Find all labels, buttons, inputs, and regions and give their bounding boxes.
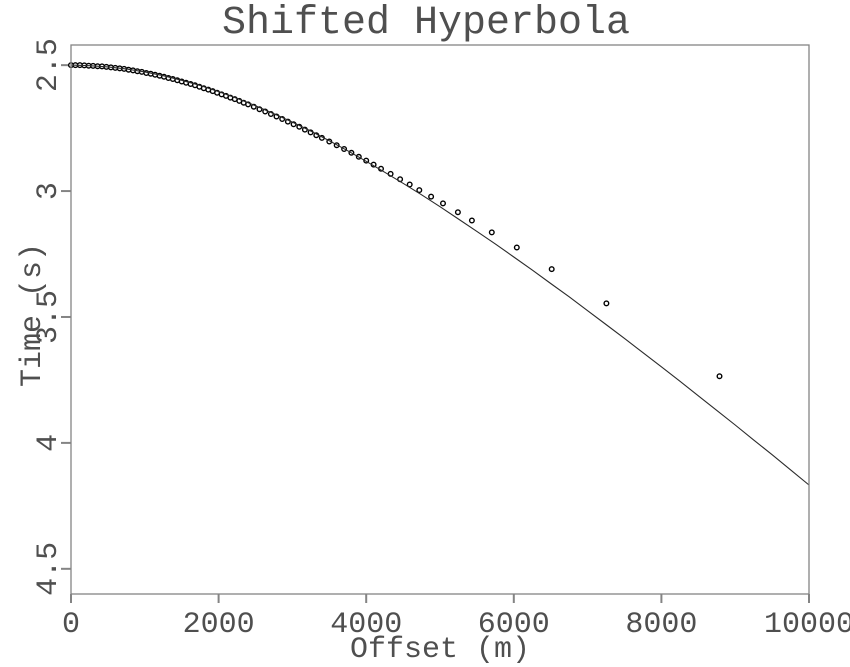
y-axis-label: Time (s)	[16, 243, 50, 387]
axis-ticks: 0 2000 4000 6000 8000 10000 2.5 3 3.5 4 4.5	[32, 38, 850, 642]
data-point-marker	[603, 300, 610, 307]
x-tick-label: 6000	[478, 608, 550, 642]
y-tick-label: 3	[32, 182, 66, 200]
x-tick-label: 0	[62, 608, 80, 642]
x-axis-label: Offset (m)	[350, 633, 530, 667]
plot-frame	[70, 44, 810, 595]
data-point-marker	[548, 266, 555, 273]
data-point-marker	[716, 373, 723, 380]
chart-title: Shifted Hyperbola	[222, 1, 630, 46]
data-point-marker	[468, 217, 475, 224]
shifted-hyperbola-curve	[70, 64, 810, 486]
data-series	[67, 62, 810, 486]
x-tick-label: 8000	[625, 608, 697, 642]
y-tick-label: 4	[32, 434, 66, 452]
data-point-marker	[440, 200, 447, 207]
y-tick-label: 4.5	[32, 542, 66, 596]
data-point-marker	[428, 193, 435, 200]
data-point-marker	[416, 187, 423, 194]
x-tick-label: 10000	[764, 608, 850, 642]
y-tick-label: 2.5	[32, 38, 66, 92]
y-tick-label: 3.5	[32, 290, 66, 344]
x-tick-label: 2000	[183, 608, 255, 642]
traveltime-samples	[67, 62, 723, 380]
data-point-marker	[513, 244, 520, 251]
data-point-marker	[488, 229, 495, 236]
x-tick-label: 4000	[330, 608, 402, 642]
data-point-marker	[454, 209, 461, 216]
